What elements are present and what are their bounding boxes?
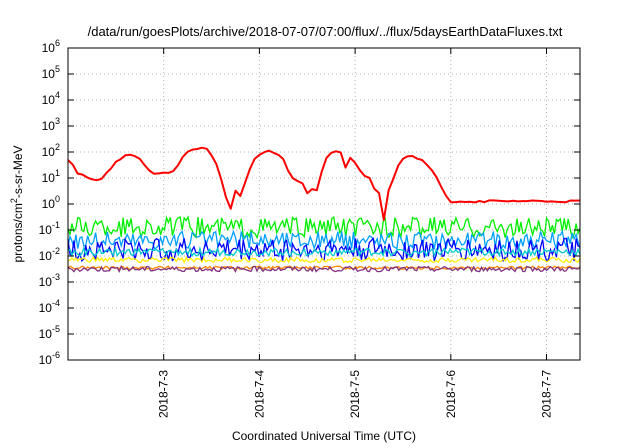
y-tick-exponent: -4: [52, 298, 60, 308]
y-tick-base: 10: [39, 353, 53, 367]
series-line: [67, 264, 581, 274]
y-axis-label-sup: 2: [9, 198, 19, 203]
y-tick-label: 101: [42, 168, 60, 185]
y-tick-base: 10: [42, 93, 56, 107]
series-line: [67, 255, 581, 265]
y-tick-exponent: -5: [52, 324, 60, 334]
y-tick-exponent: 2: [55, 142, 60, 152]
x-tick-label: 2018-7-7: [540, 370, 554, 418]
y-axis-label: protons/cm2-s-sr-MeV: [9, 145, 25, 262]
y-axis: 10-610-510-410-310-210-11001011021031041…: [39, 38, 580, 367]
x-tick-label: 2018-7-4: [252, 370, 266, 418]
y-tick-base: 10: [39, 301, 53, 315]
x-tick-label: 2018-7-6: [444, 370, 458, 418]
y-tick-exponent: 0: [55, 194, 60, 204]
series-line: [67, 215, 581, 240]
y-tick-label: 104: [42, 90, 60, 107]
y-tick-base: 10: [42, 197, 56, 211]
series-line-red: [67, 146, 581, 221]
y-tick-exponent: -1: [52, 220, 60, 230]
y-tick-exponent: 5: [55, 64, 60, 74]
y-tick-label: 106: [42, 38, 60, 55]
y-tick-base: 10: [42, 171, 56, 185]
x-axis-label: Coordinated Universal Time (UTC): [232, 429, 416, 443]
y-tick-exponent: -2: [52, 246, 60, 256]
y-tick-exponent: -6: [52, 350, 60, 360]
y-tick-exponent: 6: [55, 38, 60, 48]
y-tick-label: 100: [42, 194, 60, 211]
x-tick-label: 2018-7-3: [157, 370, 171, 418]
y-tick-base: 10: [39, 223, 53, 237]
x-axis: 2018-7-3 2018-7-4 2018-7-5 2018-7-6 2018-7-7: [157, 48, 554, 418]
y-tick-base: 10: [39, 327, 53, 341]
y-tick-base: 10: [42, 67, 56, 81]
y-tick-label: 10-2: [39, 246, 60, 263]
y-tick-base: 10: [42, 145, 56, 159]
y-tick-exponent: 1: [55, 168, 60, 178]
y-tick-exponent: 4: [55, 90, 60, 100]
chart-title: /data/run/goesPlots/archive/2018-07-07/0…: [88, 24, 563, 39]
y-axis-label-suffix: -s-sr-MeV: [11, 145, 25, 198]
y-tick-label: 10-6: [39, 350, 60, 367]
y-tick-base: 10: [39, 275, 53, 289]
y-tick-label: 103: [42, 116, 60, 133]
y-tick-base: 10: [39, 249, 53, 263]
series-line: [67, 245, 581, 258]
y-tick-base: 10: [42, 41, 56, 55]
series-layer: [67, 146, 581, 274]
y-tick-label: 105: [42, 64, 60, 81]
x-tick-label: 2018-7-5: [348, 370, 362, 418]
y-axis-label-prefix: protons/cm: [11, 203, 25, 262]
y-tick-label: 10-1: [39, 220, 60, 237]
y-tick-base: 10: [42, 119, 56, 133]
y-tick-exponent: 3: [55, 116, 60, 126]
y-tick-label: 102: [42, 142, 60, 159]
y-tick-label: 10-4: [39, 298, 60, 315]
y-tick-label: 10-5: [39, 324, 60, 341]
y-tick-exponent: -3: [52, 272, 60, 282]
y-tick-label: 10-3: [39, 272, 60, 289]
series-line: [67, 265, 581, 271]
grid-lines: [68, 48, 580, 360]
